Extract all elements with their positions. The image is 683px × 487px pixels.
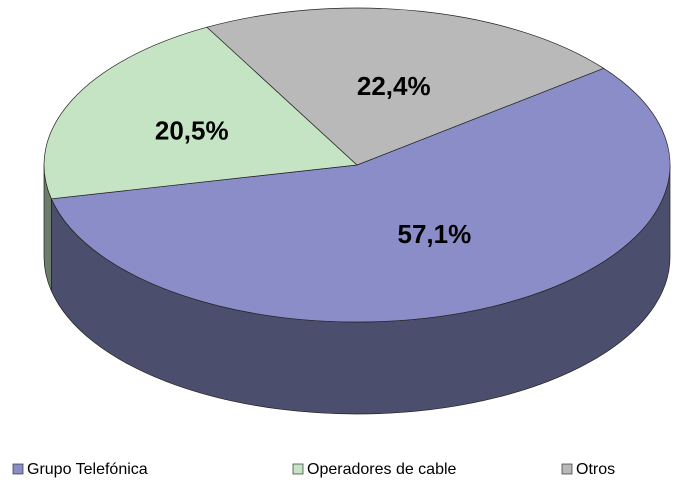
- legend-swatch: [292, 463, 304, 475]
- value-label: 20,5%: [155, 115, 229, 145]
- legend-label: Operadores de cable: [307, 461, 457, 478]
- value-label: 57,1%: [397, 219, 471, 249]
- legend-label: Otros: [576, 461, 615, 478]
- pie-slice: [50, 67, 671, 323]
- pie-slice: [43, 26, 358, 200]
- legend-swatch: [561, 463, 573, 475]
- value-label: 22,4%: [357, 71, 431, 101]
- legend-swatch: [12, 463, 24, 475]
- pie-slice: [206, 7, 605, 166]
- legend-label: Grupo Telefónica: [27, 461, 148, 478]
